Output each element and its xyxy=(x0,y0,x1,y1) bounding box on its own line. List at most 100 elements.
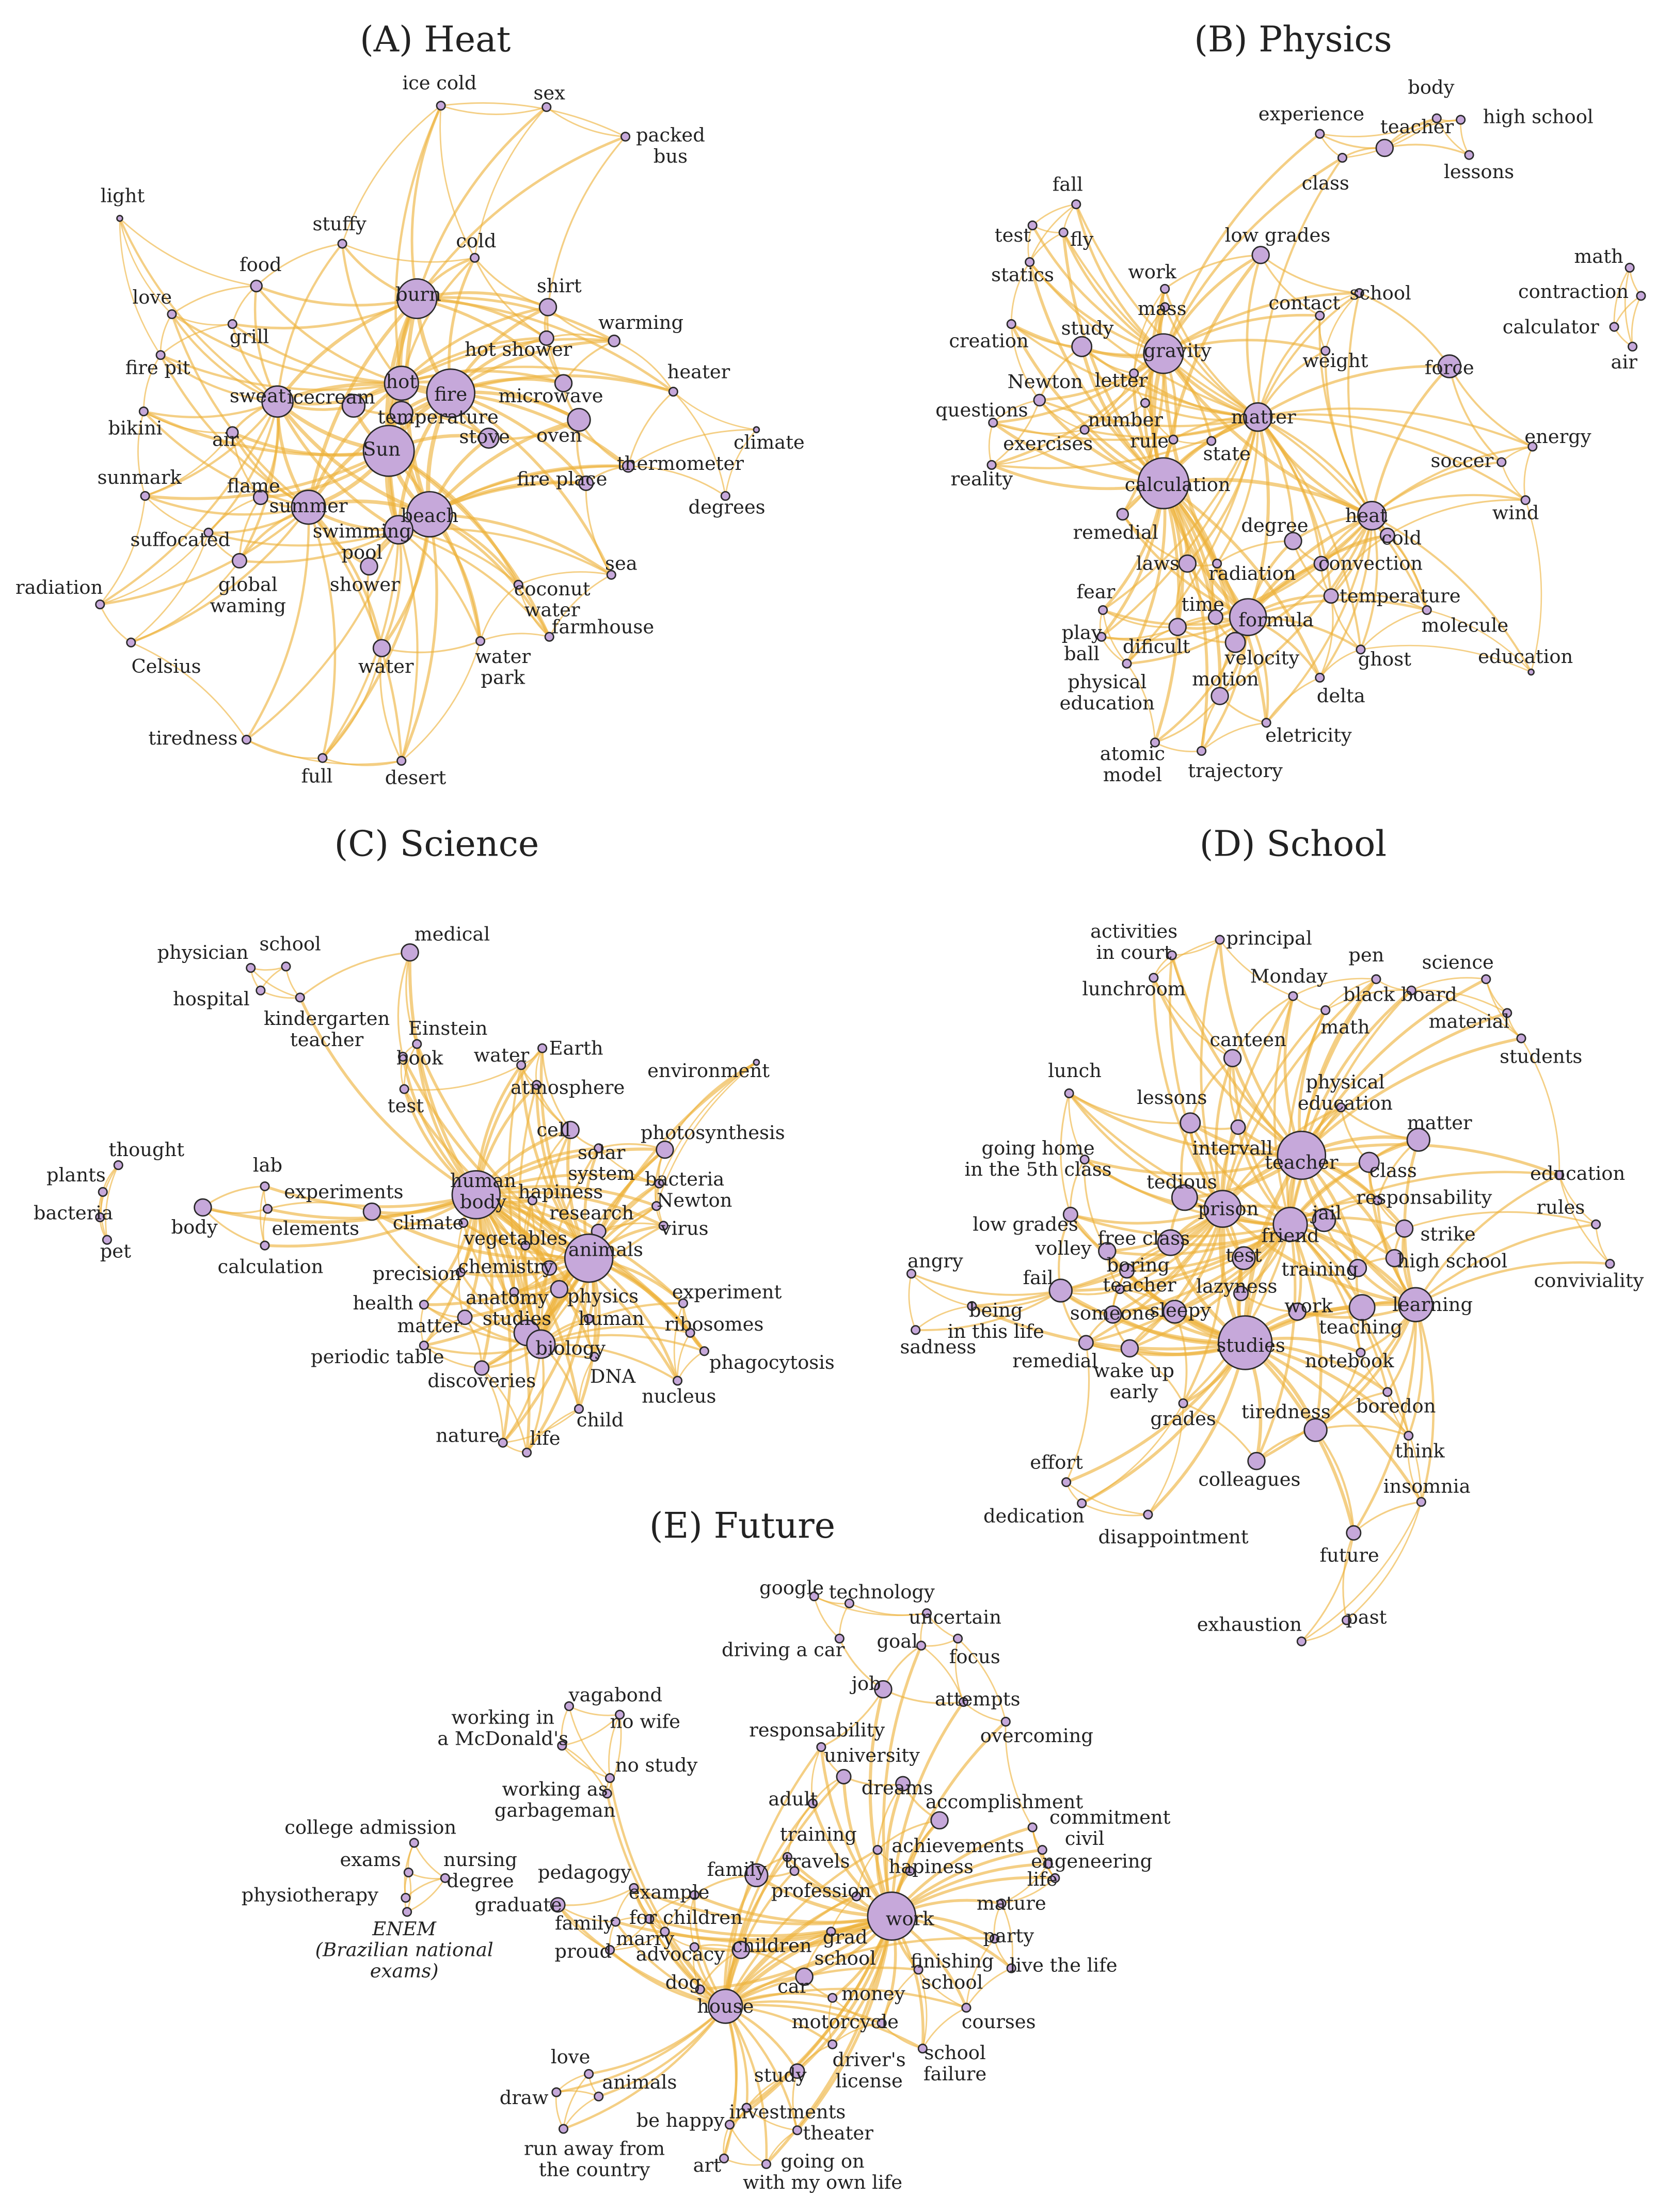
node xyxy=(672,1376,683,1386)
edge xyxy=(1359,292,1451,367)
edge xyxy=(119,217,257,287)
node-label: class xyxy=(1370,1160,1417,1182)
node-label: ribosomes xyxy=(665,1313,764,1335)
edge xyxy=(397,529,419,762)
node-label: in the 5th class xyxy=(965,1158,1112,1180)
node xyxy=(1079,1155,1090,1165)
node xyxy=(708,1988,743,2024)
edge xyxy=(1060,1208,1224,1292)
node xyxy=(1406,985,1416,996)
node-label: experiment xyxy=(672,1281,782,1303)
node xyxy=(1609,322,1619,332)
edge xyxy=(1153,939,1220,978)
node-label: radiation xyxy=(15,576,103,598)
node-label: velocity xyxy=(1224,647,1300,669)
node-label: exams) xyxy=(370,1960,439,1982)
edge xyxy=(1153,977,1233,1059)
node-label: child xyxy=(577,1409,624,1431)
node-label: teaching xyxy=(1319,1316,1403,1338)
edge xyxy=(610,1931,665,1951)
node-label: going on xyxy=(781,2150,864,2172)
edge xyxy=(628,429,757,467)
edge xyxy=(563,2095,599,2129)
node-label: school xyxy=(924,2042,985,2064)
node-label: garbageman xyxy=(495,1799,616,1822)
node-label: angry xyxy=(907,1250,963,1272)
node xyxy=(620,132,631,142)
node xyxy=(1027,220,1038,231)
edge xyxy=(1289,1223,1410,1436)
node-label: art xyxy=(693,2154,722,2176)
edge xyxy=(1001,1863,1049,1904)
node-label: play xyxy=(1062,621,1102,643)
edge xyxy=(1032,203,1076,226)
node-label: motorcycle xyxy=(792,2011,899,2033)
node xyxy=(1385,1249,1404,1268)
edge xyxy=(1319,595,1334,678)
node-label: theater xyxy=(803,2122,873,2144)
node-label: degree xyxy=(447,1870,514,1892)
node xyxy=(1157,1229,1184,1256)
node-label: lab xyxy=(253,1154,282,1176)
node-label: eletricity xyxy=(1265,724,1352,747)
edge xyxy=(481,1367,504,1443)
node-label: early xyxy=(1110,1381,1158,1403)
edge xyxy=(1065,1341,1247,1484)
node xyxy=(1061,1477,1072,1488)
node-label: nucleus xyxy=(642,1385,716,1407)
edge xyxy=(131,641,247,740)
edge xyxy=(1086,1223,1292,1344)
node xyxy=(921,1608,932,1618)
node xyxy=(952,1633,963,1644)
node-label: conviviality xyxy=(1534,1270,1644,1292)
node xyxy=(397,1051,408,1062)
node xyxy=(1033,393,1046,407)
edge xyxy=(417,297,565,385)
edge xyxy=(562,1745,608,1794)
node xyxy=(1261,718,1271,728)
node xyxy=(419,1300,429,1310)
edge xyxy=(401,641,481,762)
node xyxy=(1129,368,1139,378)
node-label: packed xyxy=(636,124,705,146)
node-label: boredon xyxy=(1356,1395,1436,1417)
node xyxy=(629,1883,639,1893)
node-label: chemistry xyxy=(458,1255,553,1277)
edge xyxy=(474,106,547,258)
edge xyxy=(627,391,674,467)
edge xyxy=(1289,978,1377,1225)
edge xyxy=(307,297,419,508)
node-label: family xyxy=(707,1858,767,1881)
node xyxy=(1312,1208,1336,1233)
edge xyxy=(1319,515,1373,678)
edge xyxy=(558,1887,634,1906)
node xyxy=(834,1633,845,1644)
node xyxy=(252,489,268,505)
node-label: tedious xyxy=(1146,1171,1217,1193)
node-label: remedial xyxy=(1012,1350,1097,1372)
node-label: education xyxy=(1060,692,1155,714)
node xyxy=(1077,1498,1087,1509)
edge xyxy=(1301,1143,1560,1177)
node xyxy=(396,278,438,320)
node xyxy=(1243,402,1273,432)
node xyxy=(1137,457,1190,510)
edge xyxy=(908,1273,916,1331)
node xyxy=(98,1187,108,1197)
node-label: fear xyxy=(1076,580,1115,603)
node xyxy=(138,406,149,417)
node xyxy=(1502,1008,1512,1018)
edge xyxy=(535,1129,572,1345)
node xyxy=(1315,672,1325,683)
node-label: lunchroom xyxy=(1082,978,1185,1000)
node-label: profession xyxy=(771,1879,871,1902)
edge xyxy=(1133,306,1166,374)
edge xyxy=(1031,225,1165,355)
edge xyxy=(1360,609,1427,650)
edge xyxy=(915,1305,972,1331)
node-label: study xyxy=(1061,317,1114,339)
node-label: notebook xyxy=(1305,1350,1394,1372)
node xyxy=(409,1838,419,1848)
node xyxy=(384,515,413,545)
